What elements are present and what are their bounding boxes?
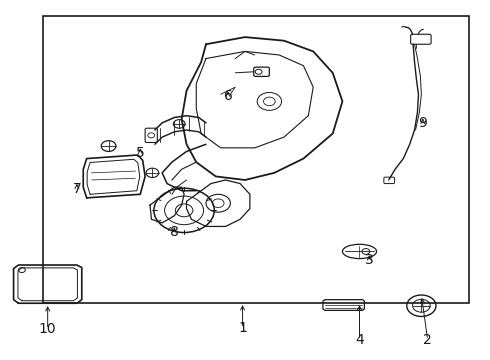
Bar <box>43 16 469 303</box>
Text: 1: 1 <box>238 321 247 335</box>
Text: 3: 3 <box>365 253 373 267</box>
Text: 8: 8 <box>170 225 179 239</box>
Text: 2: 2 <box>423 333 432 347</box>
Text: 9: 9 <box>418 116 427 130</box>
Text: 10: 10 <box>39 322 56 336</box>
Text: 6: 6 <box>223 89 232 103</box>
Text: 4: 4 <box>355 333 364 347</box>
Text: 7: 7 <box>73 182 81 196</box>
Text: 5: 5 <box>136 146 145 160</box>
